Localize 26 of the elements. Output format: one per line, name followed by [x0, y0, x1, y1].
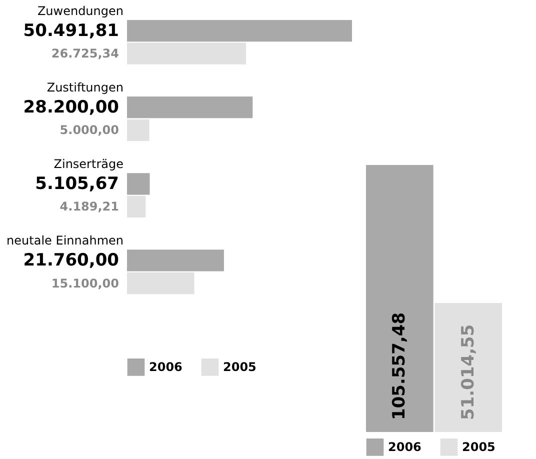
legend-label: 2006: [149, 360, 182, 374]
data-label: 21.760,00: [23, 250, 120, 270]
legend-label: 2005: [462, 440, 496, 454]
bar: [127, 42, 246, 64]
data-label: 28.200,00: [23, 97, 120, 118]
data-label: 5.105,67: [35, 174, 119, 194]
bar: [127, 119, 150, 141]
legend-label: 2005: [223, 360, 256, 374]
y-tick-label: Zinserträge: [54, 157, 124, 172]
data-label: 51.014,55: [458, 324, 478, 420]
data-label: 5.000,00: [60, 123, 119, 138]
bar: [127, 20, 352, 42]
y-tick-label: Zustiftungen: [46, 80, 124, 95]
data-label: 26.725,34: [51, 46, 119, 61]
data-label: 105.557,48: [390, 312, 410, 420]
bar: [127, 250, 224, 272]
y-tick-label: Zuwendungen: [37, 4, 124, 18]
data-label: 15.100,00: [51, 276, 119, 290]
y-tick-label: neutale Einnahmen: [6, 234, 124, 248]
bar: [127, 196, 146, 218]
bar: [127, 173, 150, 195]
bar: [127, 272, 194, 294]
data-label: 4.189,21: [60, 200, 119, 214]
legend-label: 2006: [388, 440, 422, 454]
data-label: 50.491,81: [23, 20, 119, 41]
bar: [127, 96, 253, 118]
